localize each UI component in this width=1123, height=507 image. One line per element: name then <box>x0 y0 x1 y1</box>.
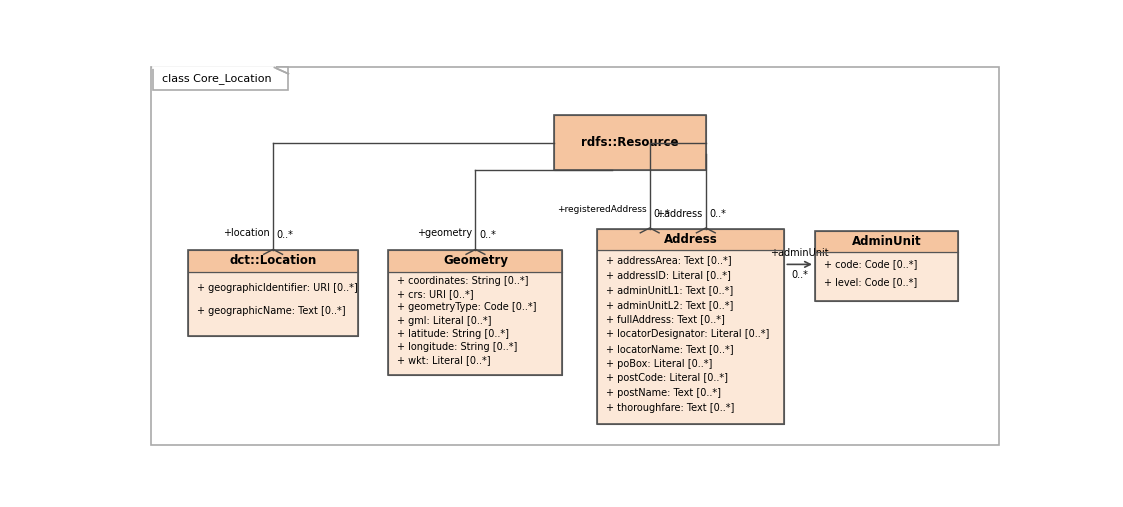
Bar <box>597 229 784 250</box>
Text: + geometryType: Code [0..*]: + geometryType: Code [0..*] <box>398 303 537 312</box>
Text: + latitude: String [0..*]: + latitude: String [0..*] <box>398 329 509 339</box>
Text: + postName: Text [0..*]: + postName: Text [0..*] <box>606 388 721 398</box>
Text: 0..*: 0..* <box>276 230 293 240</box>
Text: + crs: URI [0..*]: + crs: URI [0..*] <box>398 289 474 299</box>
Text: + thoroughfare: Text [0..*]: + thoroughfare: Text [0..*] <box>606 403 734 413</box>
Text: + geographicName: Text [0..*]: + geographicName: Text [0..*] <box>197 306 346 316</box>
Bar <box>554 116 706 170</box>
Bar <box>189 250 358 272</box>
Bar <box>815 231 959 252</box>
Text: dct::Location: dct::Location <box>229 255 317 267</box>
Text: rdfs::Resource: rdfs::Resource <box>582 136 678 150</box>
Text: 0..*: 0..* <box>654 209 670 219</box>
Text: + coordinates: String [0..*]: + coordinates: String [0..*] <box>398 276 529 286</box>
Bar <box>389 250 563 375</box>
Text: + geographicIdentifier: URI [0..*]: + geographicIdentifier: URI [0..*] <box>197 283 358 293</box>
Bar <box>189 250 358 336</box>
Bar <box>554 116 706 170</box>
Text: + addressID: Literal [0..*]: + addressID: Literal [0..*] <box>606 270 731 280</box>
Text: + adminUnitL1: Text [0..*]: + adminUnitL1: Text [0..*] <box>606 285 733 295</box>
Text: +location: +location <box>222 228 270 238</box>
Bar <box>815 231 959 301</box>
Text: + poBox: Literal [0..*]: + poBox: Literal [0..*] <box>606 358 712 369</box>
Text: + addressArea: Text [0..*]: + addressArea: Text [0..*] <box>606 256 731 266</box>
Text: + postCode: Literal [0..*]: + postCode: Literal [0..*] <box>606 373 728 383</box>
Text: + wkt: Literal [0..*]: + wkt: Literal [0..*] <box>398 355 491 366</box>
Text: + locatorDesignator: Literal [0..*]: + locatorDesignator: Literal [0..*] <box>606 329 769 339</box>
Text: + longitude: String [0..*]: + longitude: String [0..*] <box>398 342 518 352</box>
Text: + code: Code [0..*]: + code: Code [0..*] <box>823 260 917 269</box>
Text: +registeredAddress: +registeredAddress <box>557 205 646 214</box>
Bar <box>389 272 563 375</box>
Text: + gml: Literal [0..*]: + gml: Literal [0..*] <box>398 316 492 325</box>
Bar <box>597 250 784 424</box>
Text: + adminUnitL2: Text [0..*]: + adminUnitL2: Text [0..*] <box>606 300 733 310</box>
Text: +adminUnit: +adminUnit <box>770 248 829 259</box>
Bar <box>189 272 358 336</box>
Text: 0..*: 0..* <box>792 270 809 280</box>
Text: AdminUnit: AdminUnit <box>852 235 922 248</box>
Bar <box>154 67 289 90</box>
Text: class Core_Location: class Core_Location <box>162 74 272 84</box>
Bar <box>597 229 784 424</box>
Text: +address: +address <box>656 209 702 219</box>
Text: Geometry: Geometry <box>442 255 508 267</box>
Bar <box>815 252 959 301</box>
Text: 0..*: 0..* <box>478 230 496 240</box>
Text: + locatorName: Text [0..*]: + locatorName: Text [0..*] <box>606 344 733 354</box>
Text: + level: Code [0..*]: + level: Code [0..*] <box>823 277 916 287</box>
Text: 0..*: 0..* <box>710 209 727 219</box>
Text: + fullAddress: Text [0..*]: + fullAddress: Text [0..*] <box>606 314 724 324</box>
Text: Address: Address <box>664 233 718 246</box>
Text: +geometry: +geometry <box>417 228 472 238</box>
Bar <box>389 250 563 272</box>
